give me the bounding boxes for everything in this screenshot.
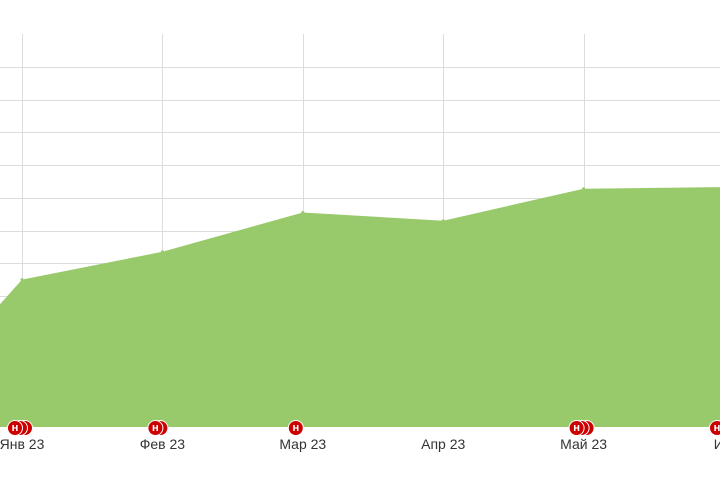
- event-marker-letter: Н: [714, 424, 720, 433]
- x-tick-label: Фев 23: [140, 436, 186, 452]
- data-point: [161, 250, 164, 253]
- event-marker[interactable]: Н: [8, 421, 33, 436]
- x-axis-labels: Янв 23 Фев 23 Мар 23 Апр 23 Май 23 Ию: [0, 436, 720, 452]
- x-tick-label: Ию: [714, 436, 720, 452]
- x-tick-label: Мар 23: [279, 436, 326, 452]
- event-marker-letter: Н: [573, 424, 580, 433]
- area-series: [0, 187, 720, 427]
- data-point: [582, 187, 585, 190]
- event-marker[interactable]: Н: [148, 421, 168, 436]
- x-tick-label: Май 23: [560, 436, 607, 452]
- event-marker-letter: Н: [292, 424, 299, 433]
- data-point: [301, 211, 304, 214]
- event-marker[interactable]: Н: [569, 421, 594, 436]
- event-marker-letter: Н: [12, 424, 19, 433]
- area-layer: [0, 186, 720, 427]
- event-marker[interactable]: Н: [288, 421, 303, 436]
- x-tick-label: Апр 23: [421, 436, 465, 452]
- data-point: [21, 278, 24, 281]
- event-marker[interactable]: Н: [710, 421, 720, 436]
- x-tick-label: Янв 23: [0, 436, 45, 452]
- event-marker-letter: Н: [152, 424, 159, 433]
- data-point: [442, 219, 445, 222]
